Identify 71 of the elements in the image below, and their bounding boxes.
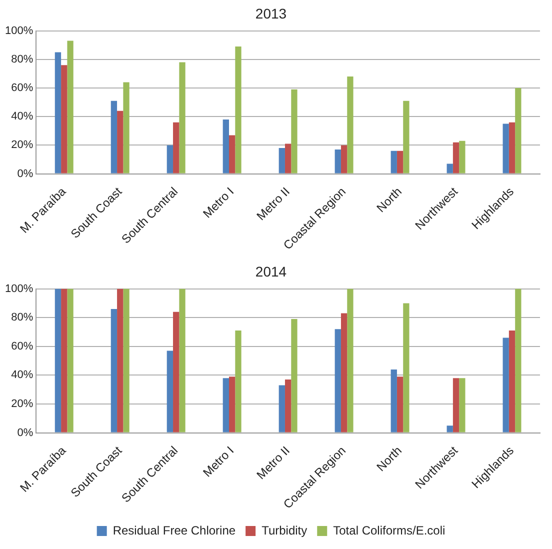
y-tick-label: 0% — [17, 168, 34, 180]
bar — [390, 369, 397, 432]
y-tick-label: 80% — [11, 53, 34, 66]
bar — [291, 319, 298, 432]
bar — [396, 376, 404, 432]
bar — [123, 82, 130, 174]
bar — [173, 122, 180, 174]
bar — [179, 62, 186, 174]
bar — [235, 46, 242, 174]
bar — [222, 378, 230, 432]
bar — [284, 144, 292, 174]
bar — [179, 288, 186, 432]
bar — [502, 124, 509, 174]
bar — [390, 150, 397, 174]
legend-label: Turbidity — [262, 523, 308, 538]
bar — [291, 89, 298, 174]
y-tick-label: 40% — [11, 369, 34, 382]
bar — [502, 338, 509, 432]
bar — [222, 119, 230, 174]
y-tick-label: 80% — [11, 312, 34, 324]
bar — [515, 88, 522, 174]
y-tick-label: 20% — [11, 139, 34, 152]
y-tick-label: 20% — [11, 398, 34, 410]
bar — [67, 40, 74, 174]
bar — [403, 100, 410, 174]
bar — [396, 150, 404, 174]
bar — [166, 350, 174, 432]
bar — [54, 288, 62, 432]
bar — [117, 288, 124, 432]
bar — [334, 329, 341, 432]
legend-label: Total Coliforms/E.coli — [333, 523, 446, 538]
chart-title: 2013 — [255, 5, 287, 22]
bar — [459, 140, 466, 174]
chart-title: 2014 — [255, 263, 287, 280]
bar — [284, 380, 292, 432]
bar — [173, 312, 180, 432]
bar — [340, 145, 348, 174]
bar — [166, 145, 174, 174]
legend-label: Residual Free Chlorine — [112, 523, 236, 538]
bar — [446, 164, 453, 174]
bar — [110, 100, 118, 174]
bar — [340, 313, 348, 432]
bar — [446, 426, 453, 432]
bar — [61, 65, 68, 174]
bar — [403, 303, 410, 432]
bar — [508, 330, 516, 432]
bar — [117, 110, 124, 174]
bar — [229, 135, 236, 174]
y-tick-label: 0% — [17, 426, 34, 439]
bar — [459, 378, 466, 432]
bar — [347, 76, 354, 174]
y-tick-label: 60% — [11, 82, 34, 94]
bar — [123, 288, 130, 432]
y-tick-label: 100% — [4, 24, 34, 37]
bar — [278, 148, 285, 174]
bar — [229, 376, 236, 432]
y-tick-label: 60% — [11, 340, 34, 352]
bar — [334, 149, 341, 174]
bar — [508, 122, 516, 174]
bar — [54, 52, 62, 174]
bar — [110, 308, 118, 432]
bar — [452, 378, 460, 432]
y-tick-label: 40% — [11, 110, 34, 123]
bar — [235, 330, 242, 432]
bar — [347, 288, 354, 432]
bar — [452, 142, 460, 174]
bar — [515, 288, 522, 432]
y-tick-label: 100% — [4, 282, 34, 295]
bar — [67, 288, 74, 432]
bar — [278, 385, 285, 432]
bar — [61, 288, 68, 432]
